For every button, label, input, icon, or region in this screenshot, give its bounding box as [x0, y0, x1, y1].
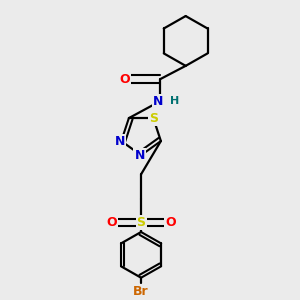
- Text: Br: Br: [133, 285, 149, 298]
- Text: H: H: [170, 96, 179, 106]
- Text: O: O: [106, 216, 117, 229]
- Text: S: S: [136, 216, 146, 229]
- Text: O: O: [119, 73, 130, 85]
- Text: O: O: [166, 216, 176, 229]
- Text: N: N: [134, 149, 145, 162]
- Text: N: N: [115, 135, 125, 148]
- Text: S: S: [149, 112, 158, 124]
- Text: N: N: [153, 94, 163, 107]
